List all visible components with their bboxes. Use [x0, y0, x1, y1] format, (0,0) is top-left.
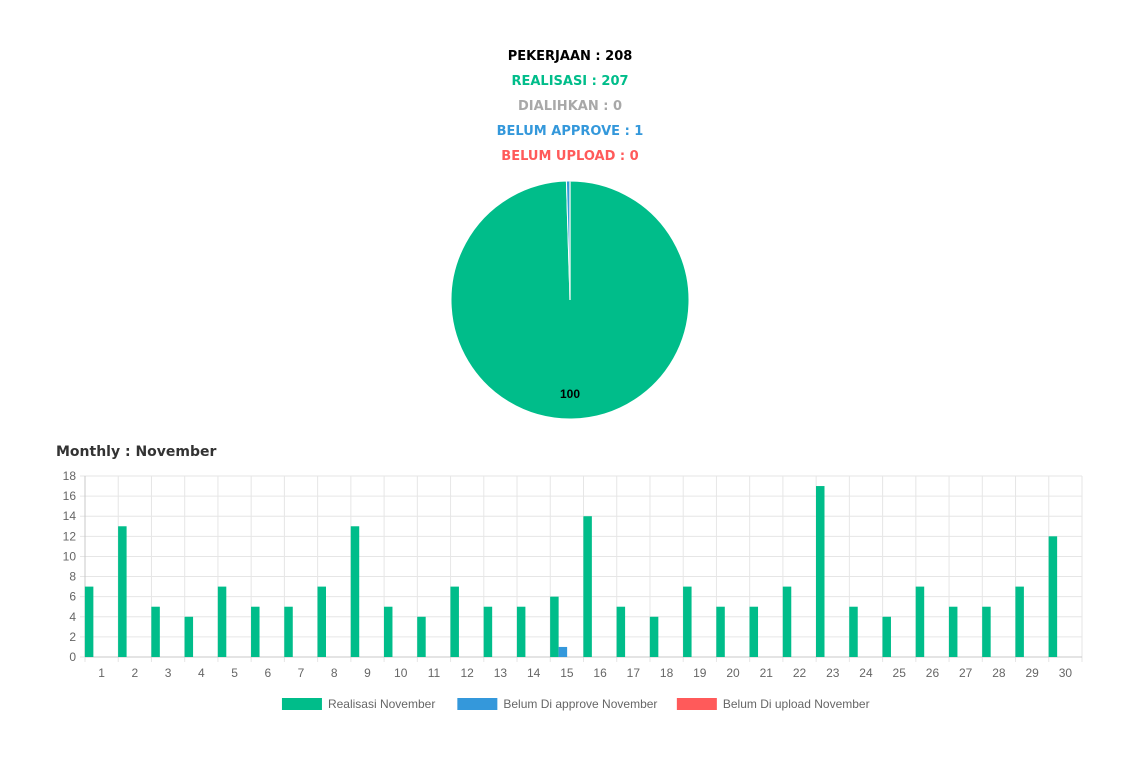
x-tick-label: 15 — [560, 666, 574, 680]
y-tick-label: 2 — [69, 630, 76, 644]
x-tick-label: 30 — [1059, 666, 1073, 680]
x-tick-label: 27 — [959, 666, 973, 680]
legend-label-1[interactable]: Belum Di approve November — [503, 697, 657, 711]
bar-0-2[interactable] — [118, 526, 127, 657]
monthly-title: Monthly : November — [56, 444, 217, 460]
x-tick-label: 20 — [726, 666, 740, 680]
x-tick-label: 23 — [826, 666, 840, 680]
y-tick-label: 10 — [63, 549, 77, 563]
x-tick-label: 24 — [859, 666, 873, 680]
x-tick-label: 11 — [428, 666, 441, 680]
bar-0-9[interactable] — [350, 526, 360, 657]
bar-0-6[interactable] — [251, 606, 260, 657]
x-tick-label: 10 — [394, 666, 408, 680]
legend-swatch-1[interactable] — [457, 698, 498, 710]
bar-0-27[interactable] — [948, 606, 958, 657]
y-tick-label: 18 — [63, 469, 77, 483]
bar-0-23[interactable] — [816, 486, 825, 657]
x-tick-label: 26 — [926, 666, 940, 680]
bar-1-15[interactable] — [558, 646, 568, 657]
summary-belum-approve: BELUM APPROVE : 1 — [496, 124, 644, 139]
bar-0-14[interactable] — [516, 606, 526, 657]
bar-0-17[interactable] — [616, 606, 626, 657]
bar-0-11[interactable] — [417, 616, 426, 657]
bar-0-19[interactable] — [683, 586, 692, 657]
x-tick-label: 12 — [461, 666, 475, 680]
summary-belum-upload: BELUM UPLOAD : 0 — [501, 149, 639, 164]
bar-0-10[interactable] — [383, 606, 393, 657]
x-tick-label: 28 — [992, 666, 1006, 680]
x-tick-label: 18 — [660, 666, 674, 680]
bar-0-18[interactable] — [649, 616, 659, 657]
x-tick-label: 8 — [331, 666, 338, 680]
bar-0-30[interactable] — [1048, 536, 1058, 657]
x-tick-label: 5 — [231, 666, 238, 680]
y-tick-label: 8 — [69, 570, 76, 584]
bar-0-22[interactable] — [782, 586, 792, 657]
x-tick-label: 13 — [494, 666, 508, 680]
legend-label-2[interactable]: Belum Di upload November — [723, 697, 870, 711]
bar-0-25[interactable] — [882, 616, 891, 657]
y-tick-label: 0 — [69, 650, 76, 664]
bar-0-3[interactable] — [151, 606, 160, 657]
summary-dialihkan: DIALIHKAN : 0 — [518, 99, 622, 114]
bar-0-26[interactable] — [915, 586, 925, 657]
bar-0-13[interactable] — [483, 606, 493, 657]
x-tick-label: 16 — [593, 666, 607, 680]
x-tick-label: 29 — [1025, 666, 1039, 680]
bar-0-15[interactable] — [550, 596, 559, 657]
x-tick-label: 7 — [298, 666, 305, 680]
bar-0-21[interactable] — [749, 606, 759, 657]
bar-0-7[interactable] — [284, 606, 293, 657]
legend-swatch-2[interactable] — [676, 698, 717, 710]
x-tick-label: 21 — [760, 666, 774, 680]
bar-0-5[interactable] — [217, 586, 227, 657]
x-tick-label: 22 — [793, 666, 807, 680]
y-tick-label: 6 — [69, 590, 76, 604]
legend-label-0[interactable]: Realisasi November — [328, 697, 435, 711]
bar-0-12[interactable] — [450, 586, 459, 657]
bar-0-8[interactable] — [317, 586, 327, 657]
x-tick-label: 4 — [198, 666, 205, 680]
pie-chart[interactable]: 100 — [440, 170, 700, 430]
summary-realisasi: REALISASI : 207 — [511, 74, 629, 89]
x-tick-label: 6 — [264, 666, 271, 680]
bar-0-4[interactable] — [184, 616, 194, 657]
y-tick-label: 16 — [63, 489, 77, 503]
y-tick-label: 14 — [63, 509, 77, 523]
x-tick-label: 25 — [893, 666, 907, 680]
pie-data-label: 100 — [560, 387, 580, 401]
x-tick-label: 2 — [132, 666, 139, 680]
y-tick-label: 12 — [63, 529, 77, 543]
bar-0-20[interactable] — [716, 606, 725, 657]
bar-0-16[interactable] — [583, 516, 592, 657]
x-tick-label: 19 — [693, 666, 707, 680]
x-tick-label: 17 — [627, 666, 641, 680]
x-tick-label: 1 — [98, 666, 105, 680]
bar-0-24[interactable] — [849, 606, 858, 657]
bar-0-28[interactable] — [982, 606, 991, 657]
y-tick-label: 4 — [69, 610, 76, 624]
legend-swatch-0[interactable] — [281, 698, 322, 710]
summary-panel: PEKERJAAN : 208 REALISASI : 207 DIALIHKA… — [0, 44, 1140, 169]
x-tick-label: 9 — [364, 666, 371, 680]
bar-0-1[interactable] — [84, 586, 94, 657]
x-tick-label: 14 — [527, 666, 541, 680]
x-tick-label: 3 — [165, 666, 172, 680]
bar-0-29[interactable] — [1015, 586, 1024, 657]
summary-pekerjaan: PEKERJAAN : 208 — [507, 49, 633, 64]
